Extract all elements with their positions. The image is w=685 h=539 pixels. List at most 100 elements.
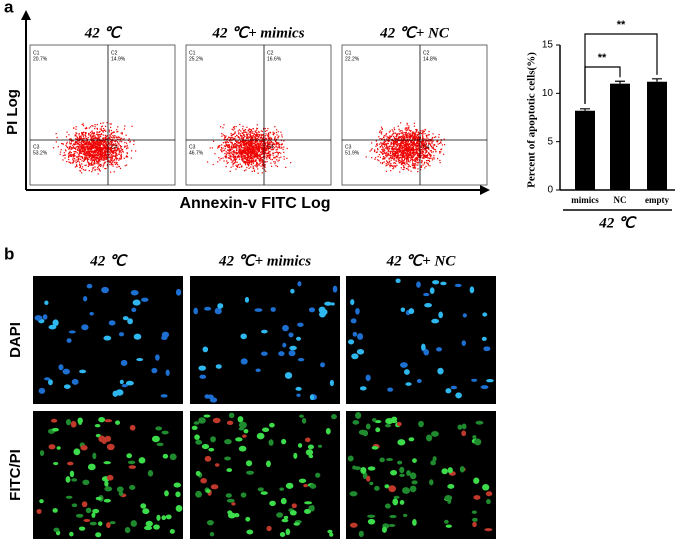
event-dot xyxy=(417,148,418,149)
event-dot xyxy=(250,150,251,151)
event-dot xyxy=(382,146,383,147)
event-dot xyxy=(439,152,440,153)
event-dot xyxy=(253,152,254,153)
event-dot xyxy=(245,161,246,162)
event-dot xyxy=(82,166,83,167)
event-dot xyxy=(252,137,253,138)
event-dot xyxy=(406,134,407,135)
event-dot xyxy=(85,144,86,145)
cell xyxy=(155,354,160,360)
event-dot xyxy=(126,155,127,156)
event-dot xyxy=(429,153,430,154)
event-dot xyxy=(401,145,402,146)
event-dot xyxy=(437,158,438,159)
event-dot xyxy=(110,159,111,160)
event-dot xyxy=(236,148,237,149)
event-dot xyxy=(387,143,388,144)
event-dot xyxy=(259,156,260,157)
cell xyxy=(216,364,222,369)
quadrant-value: 51.9% xyxy=(345,150,360,156)
event-dot xyxy=(435,151,436,152)
event-dot xyxy=(250,161,251,162)
cell xyxy=(315,473,320,478)
event-dot xyxy=(248,130,249,131)
event-dot xyxy=(394,158,395,159)
event-dot xyxy=(88,134,89,135)
event-dot xyxy=(114,141,115,142)
event-dot xyxy=(261,151,262,152)
event-dot xyxy=(254,134,255,135)
event-dot xyxy=(251,162,252,163)
cell xyxy=(412,480,418,484)
event-dot xyxy=(421,147,422,148)
event-dot xyxy=(425,166,426,167)
cell xyxy=(194,421,200,425)
event-dot xyxy=(404,156,405,157)
event-dot xyxy=(283,156,284,157)
cell xyxy=(304,501,312,504)
event-dot xyxy=(126,164,127,165)
cell xyxy=(399,467,404,473)
event-dot xyxy=(240,130,241,131)
cell xyxy=(278,351,284,356)
event-dot xyxy=(244,153,245,154)
event-dot xyxy=(92,164,93,165)
event-dot xyxy=(403,147,404,148)
cell xyxy=(298,443,302,448)
event-dot xyxy=(395,153,396,154)
event-dot xyxy=(77,161,78,162)
cell xyxy=(397,461,402,465)
event-dot xyxy=(393,133,394,134)
event-dot xyxy=(255,161,256,162)
event-dot xyxy=(243,151,244,152)
event-dot xyxy=(408,164,409,165)
event-dot xyxy=(234,133,235,134)
event-dot xyxy=(232,129,233,130)
event-dot xyxy=(391,142,392,143)
cell xyxy=(282,325,289,331)
event-dot xyxy=(260,143,261,144)
event-dot xyxy=(126,143,127,144)
event-dot xyxy=(94,163,95,164)
event-dot xyxy=(257,157,258,158)
event-dot xyxy=(71,156,72,157)
event-dot xyxy=(221,158,222,159)
event-dot xyxy=(386,152,387,153)
event-dot xyxy=(243,142,244,143)
event-dot xyxy=(410,171,411,172)
cell xyxy=(405,382,411,386)
event-dot xyxy=(227,152,228,153)
event-dot xyxy=(73,146,74,147)
event-dot xyxy=(378,156,379,157)
event-dot xyxy=(235,146,236,147)
event-dot xyxy=(424,163,425,164)
event-dot xyxy=(265,171,266,172)
event-dot xyxy=(388,151,389,152)
event-dot xyxy=(61,149,62,150)
event-dot xyxy=(423,141,424,142)
event-dot xyxy=(230,155,231,156)
event-dot xyxy=(425,155,426,156)
event-dot xyxy=(98,168,99,169)
event-dot xyxy=(257,155,258,156)
event-dot xyxy=(249,142,250,143)
micrograph xyxy=(346,276,496,404)
event-dot xyxy=(237,162,238,163)
event-dot xyxy=(416,130,417,131)
quadrant-value: 20.7% xyxy=(33,56,48,62)
event-dot xyxy=(409,157,410,158)
event-dot xyxy=(99,143,100,144)
event-dot xyxy=(118,166,119,167)
event-dot xyxy=(416,150,417,151)
event-dot xyxy=(422,138,423,139)
cell xyxy=(205,456,212,462)
event-dot xyxy=(81,172,82,173)
event-dot xyxy=(270,163,271,164)
cell xyxy=(348,456,354,462)
event-dot xyxy=(403,156,404,157)
event-dot xyxy=(430,154,431,155)
cell xyxy=(176,289,181,296)
event-dot xyxy=(86,147,87,148)
event-dot xyxy=(401,130,402,131)
cell xyxy=(64,384,71,389)
